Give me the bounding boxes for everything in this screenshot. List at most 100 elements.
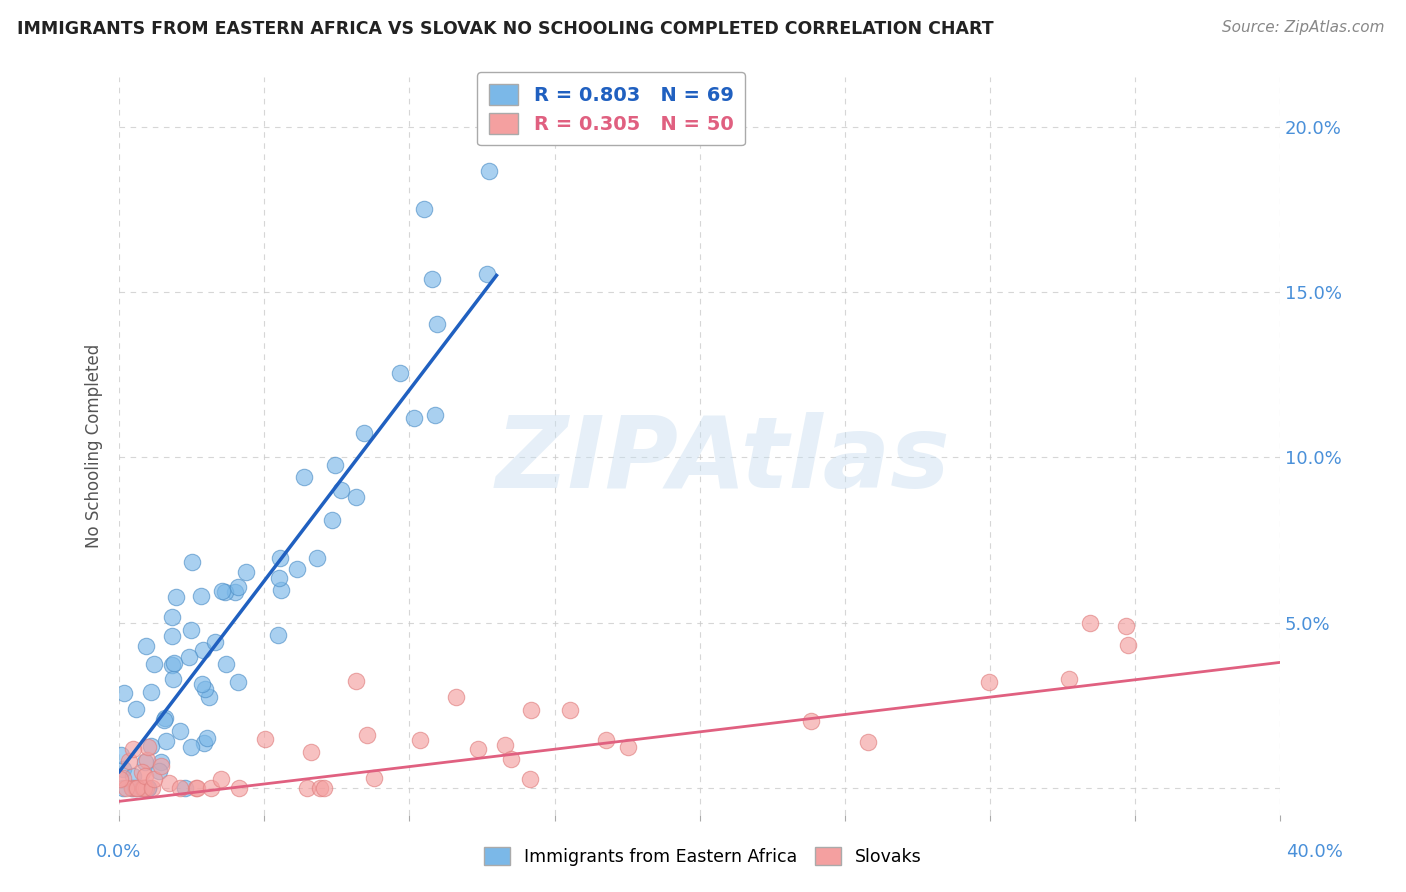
Point	[112, 771, 135, 785]
Point	[143, 657, 166, 671]
Point	[299, 745, 322, 759]
Point	[169, 724, 191, 739]
Point	[477, 268, 499, 282]
Point	[467, 742, 489, 756]
Point	[215, 657, 238, 671]
Point	[131, 764, 153, 779]
Point	[309, 781, 332, 796]
Point	[209, 772, 232, 786]
Point	[254, 731, 277, 746]
Point	[150, 755, 173, 769]
Point	[180, 739, 202, 754]
Legend: R = 0.803   N = 69, R = 0.305   N = 50: R = 0.803 N = 69, R = 0.305 N = 50	[477, 72, 745, 145]
Point	[977, 675, 1000, 690]
Point	[356, 728, 378, 742]
Point	[131, 781, 153, 796]
Point	[224, 584, 246, 599]
Point	[595, 732, 617, 747]
Point	[408, 733, 430, 747]
Point	[141, 781, 163, 796]
Point	[134, 639, 156, 653]
Point	[190, 677, 212, 691]
Point	[136, 781, 159, 796]
Point	[204, 635, 226, 649]
Point	[1115, 619, 1137, 633]
Point	[163, 656, 186, 670]
Point	[305, 551, 328, 566]
Point	[139, 739, 162, 753]
Point	[155, 733, 177, 747]
Point	[121, 741, 143, 756]
Point	[402, 411, 425, 425]
Point	[136, 739, 159, 754]
Point	[184, 781, 207, 796]
Point	[617, 740, 640, 755]
Point	[519, 772, 541, 786]
Point	[426, 318, 449, 332]
Point	[267, 571, 290, 585]
Point	[121, 781, 143, 796]
Point	[191, 643, 214, 657]
Point	[321, 513, 343, 527]
Point	[193, 736, 215, 750]
Point	[1078, 615, 1101, 630]
Point	[325, 458, 347, 472]
Point	[1118, 639, 1140, 653]
Point	[214, 584, 236, 599]
Point	[135, 781, 157, 796]
Point	[118, 755, 141, 769]
Point	[138, 781, 160, 796]
Y-axis label: No Schooling Completed: No Schooling Completed	[86, 343, 103, 548]
Point	[478, 164, 501, 178]
Point	[173, 781, 195, 796]
Point	[179, 650, 201, 665]
Point	[121, 781, 143, 796]
Point	[330, 483, 353, 498]
Point	[115, 781, 138, 796]
Point	[420, 272, 443, 286]
Point	[295, 781, 318, 796]
Point	[160, 629, 183, 643]
Point	[800, 714, 823, 728]
Point	[149, 759, 172, 773]
Point	[226, 580, 249, 594]
Point	[285, 562, 308, 576]
Point	[121, 769, 143, 783]
Point	[180, 556, 202, 570]
Point	[226, 675, 249, 690]
Text: ZIPAtlas: ZIPAtlas	[495, 412, 950, 509]
Point	[292, 470, 315, 484]
Point	[148, 764, 170, 778]
Point	[560, 702, 582, 716]
Point	[110, 747, 132, 762]
Point	[388, 367, 411, 381]
Point	[198, 690, 221, 705]
Point	[134, 755, 156, 769]
Point	[194, 681, 217, 696]
Point	[142, 772, 165, 786]
Point	[112, 686, 135, 700]
Point	[314, 781, 336, 796]
Point	[267, 628, 290, 642]
Point	[160, 657, 183, 672]
Point	[125, 781, 148, 796]
Point	[186, 781, 208, 796]
Point	[112, 781, 135, 796]
Point	[228, 781, 250, 796]
Point	[494, 738, 516, 752]
Point	[169, 781, 191, 796]
Point	[195, 731, 218, 745]
Text: Source: ZipAtlas.com: Source: ZipAtlas.com	[1222, 20, 1385, 35]
Point	[211, 583, 233, 598]
Point	[125, 702, 148, 716]
Point	[856, 735, 879, 749]
Text: 0.0%: 0.0%	[96, 843, 141, 861]
Text: 40.0%: 40.0%	[1286, 843, 1343, 861]
Point	[190, 589, 212, 603]
Legend: Immigrants from Eastern Africa, Slovaks: Immigrants from Eastern Africa, Slovaks	[478, 840, 928, 872]
Point	[1059, 672, 1081, 686]
Point	[139, 685, 162, 699]
Point	[423, 408, 446, 422]
Point	[344, 674, 367, 689]
Point	[152, 713, 174, 727]
